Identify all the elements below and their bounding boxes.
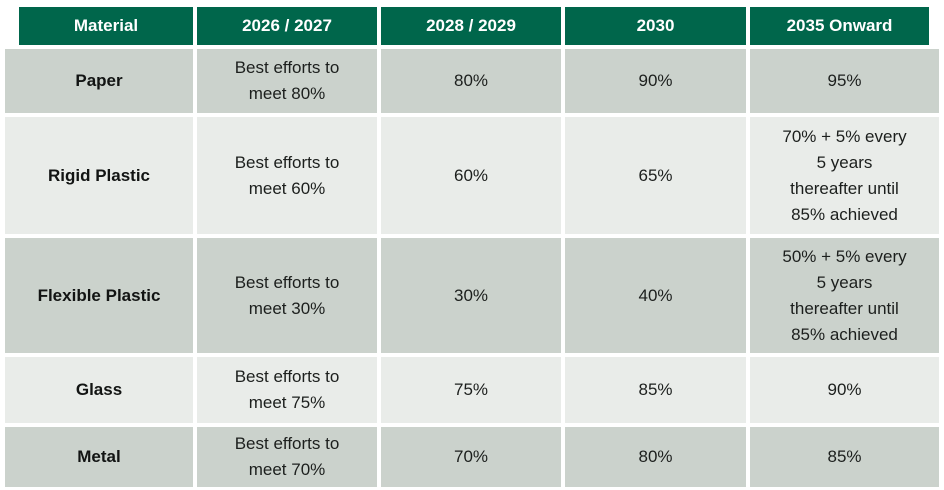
column-header-2026-2027: 2026 / 2027 xyxy=(197,7,377,45)
column-header-2035-onward: 2035 Onward xyxy=(750,7,929,45)
table-header-row: Material 2026 / 2027 2028 / 2029 2030 20… xyxy=(5,7,939,45)
value-cell: Best efforts to meet 75% xyxy=(197,357,377,423)
value-cell: 60% xyxy=(381,117,561,234)
value-cell: 40% xyxy=(565,238,746,353)
material-cell: Rigid Plastic xyxy=(5,117,193,234)
value-cell: 80% xyxy=(381,49,561,113)
value-cell: Best efforts to meet 60% xyxy=(197,117,377,234)
value-cell: 70% + 5% every 5 years thereafter until … xyxy=(750,117,939,234)
value-cell: 65% xyxy=(565,117,746,234)
value-cell: 30% xyxy=(381,238,561,353)
value-cell: 85% xyxy=(750,427,939,487)
table-row-glass: Glass Best efforts to meet 75% 75% 85% 9… xyxy=(5,357,939,423)
material-cell: Glass xyxy=(5,357,193,423)
value-cell: 90% xyxy=(565,49,746,113)
value-cell: 50% + 5% every 5 years thereafter until … xyxy=(750,238,939,353)
value-cell: 90% xyxy=(750,357,939,423)
table-row-flexible-plastic: Flexible Plastic Best efforts to meet 30… xyxy=(5,238,939,353)
value-cell: 70% xyxy=(381,427,561,487)
value-cell: Best efforts to meet 30% xyxy=(197,238,377,353)
value-cell: Best efforts to meet 80% xyxy=(197,49,377,113)
table-row-metal: Metal Best efforts to meet 70% 70% 80% 8… xyxy=(5,427,939,487)
value-cell: 95% xyxy=(750,49,939,113)
value-cell: 85% xyxy=(565,357,746,423)
table-row-rigid-plastic: Rigid Plastic Best efforts to meet 60% 6… xyxy=(5,117,939,234)
column-header-2028-2029: 2028 / 2029 xyxy=(381,7,561,45)
column-header-material: Material xyxy=(19,7,193,45)
material-cell: Flexible Plastic xyxy=(5,238,193,353)
table-row-paper: Paper Best efforts to meet 80% 80% 90% 9… xyxy=(5,49,939,113)
column-header-2030: 2030 xyxy=(565,7,746,45)
material-cell: Metal xyxy=(5,427,193,487)
value-cell: 75% xyxy=(381,357,561,423)
value-cell: 80% xyxy=(565,427,746,487)
material-cell: Paper xyxy=(5,49,193,113)
value-cell: Best efforts to meet 70% xyxy=(197,427,377,487)
